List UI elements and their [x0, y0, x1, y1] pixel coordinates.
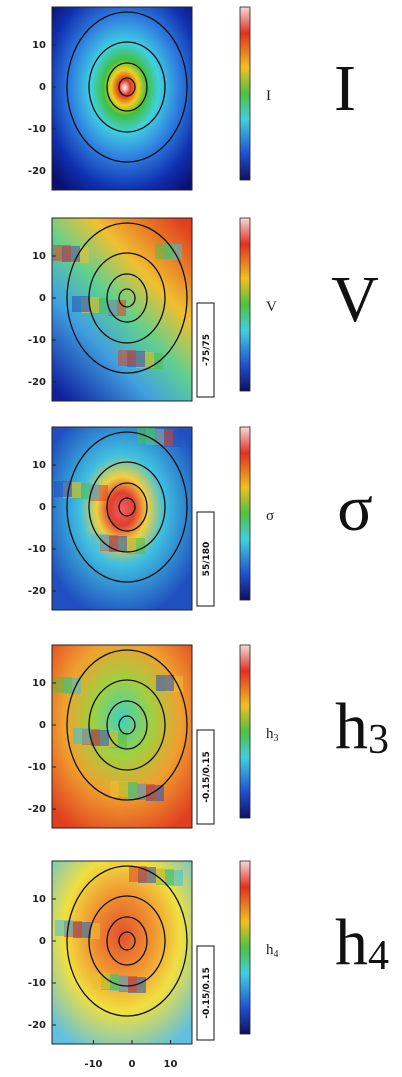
colorbar-label-main: V [266, 299, 277, 315]
bin-patch [53, 245, 71, 261]
panel-label-main: h [335, 906, 368, 979]
colorbar-label-main: h [266, 942, 274, 958]
x-tick-label: 0 [129, 1059, 136, 1070]
bin-patch [91, 534, 109, 550]
panel-label-main: h [335, 690, 368, 763]
colorbar-label: I [266, 88, 271, 104]
bin-patch [156, 675, 174, 691]
x-tick-label: 10 [164, 1059, 178, 1070]
y-tick-label: -20 [28, 166, 46, 177]
y-tick-label: -20 [28, 804, 46, 815]
y-tick-label: -10 [28, 335, 46, 346]
contour [106, 700, 148, 750]
panel-label: V [331, 263, 379, 336]
y-tick-label: 0 [39, 82, 46, 93]
colorbar-label-main: h [266, 726, 274, 742]
bin-patch [129, 866, 147, 882]
colorbar-label: h3 [266, 726, 279, 744]
colorbar [239, 217, 251, 392]
panel-label: h3 [335, 690, 389, 763]
bin-patch [55, 920, 73, 936]
contour [106, 916, 148, 966]
bin-patch [72, 296, 90, 312]
range-box [196, 729, 215, 825]
bin-patch [92, 973, 110, 989]
range-box [196, 945, 215, 1041]
contour [118, 77, 136, 97]
contour [66, 865, 188, 1017]
contour [88, 461, 166, 553]
contour [66, 649, 188, 801]
panel-label: σ [337, 472, 373, 545]
panel-label-sub: 3 [368, 717, 389, 763]
y-tick-label: -10 [28, 978, 46, 989]
colorbar-label-sub: 3 [274, 733, 279, 744]
contour [66, 11, 188, 163]
range-label: -0.15/0.15 [202, 967, 212, 1018]
y-tick-label: 0 [39, 936, 46, 947]
contour [66, 431, 188, 583]
colorbar-label-main: σ [266, 508, 274, 524]
contour [66, 222, 188, 374]
colorbar [239, 644, 251, 819]
y-tick-label: 0 [39, 293, 46, 304]
range-label: -75/75 [202, 334, 212, 366]
bin-patch [155, 243, 173, 259]
contour [88, 895, 166, 987]
map [51, 6, 193, 191]
range-box [196, 302, 215, 398]
contour [106, 62, 148, 112]
contour [118, 288, 136, 308]
panel-label-main: σ [337, 472, 373, 545]
contour [118, 715, 136, 735]
colorbar-label-sub: 4 [274, 949, 279, 960]
panel-label-sub: 4 [368, 933, 389, 979]
y-tick-label: -10 [28, 124, 46, 135]
y-tick-label: 10 [32, 251, 46, 262]
y-tick-label: -20 [28, 377, 46, 388]
map [51, 426, 193, 611]
panel-label-main: I [334, 52, 356, 125]
y-tick-label: -10 [28, 762, 46, 773]
y-tick-label: -10 [28, 544, 46, 555]
bin-patch [54, 677, 72, 693]
colorbar [239, 426, 251, 601]
range-box [196, 511, 215, 607]
colorbar [239, 860, 251, 1035]
range-label: 55/180 [202, 542, 212, 577]
panel-label: I [334, 52, 356, 125]
y-tick-label: -20 [28, 1020, 46, 1031]
contour [118, 931, 136, 951]
bin-patch [110, 781, 128, 797]
colorbar-label-main: I [266, 88, 271, 104]
contour [88, 252, 166, 344]
y-tick-label: 10 [32, 460, 46, 471]
range-label: -0.15/0.15 [202, 751, 212, 802]
y-tick-label: 10 [32, 40, 46, 51]
contour [106, 482, 148, 532]
contour [88, 41, 166, 133]
map [51, 860, 193, 1045]
bin-patch [73, 728, 91, 744]
bin-patch [118, 350, 136, 366]
y-tick-label: 0 [39, 720, 46, 731]
panel-label: h4 [335, 906, 389, 979]
contour [88, 679, 166, 771]
y-tick-label: -20 [28, 586, 46, 597]
contour [106, 273, 148, 323]
y-tick-label: 0 [39, 502, 46, 513]
colorbar [239, 6, 251, 181]
colorbar-label: h4 [266, 942, 279, 960]
x-tick-label: -10 [84, 1059, 102, 1070]
panel-label-main: V [331, 263, 379, 336]
y-tick-label: 10 [32, 894, 46, 905]
colorbar-label: σ [266, 508, 274, 524]
contour [118, 497, 136, 517]
colorbar-label: V [266, 299, 277, 315]
y-tick-label: 10 [32, 678, 46, 689]
